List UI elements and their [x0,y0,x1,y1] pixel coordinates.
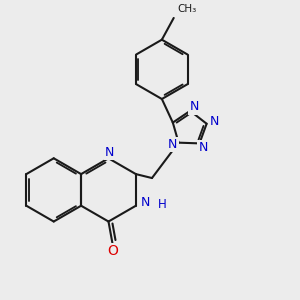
Text: N: N [210,115,219,128]
Text: CH₃: CH₃ [178,4,197,14]
Text: O: O [107,244,118,258]
Text: N: N [141,196,151,209]
Text: N: N [199,141,208,154]
Text: N: N [189,100,199,113]
Text: N: N [105,146,114,159]
Text: N: N [168,138,177,151]
Text: H: H [158,198,166,211]
